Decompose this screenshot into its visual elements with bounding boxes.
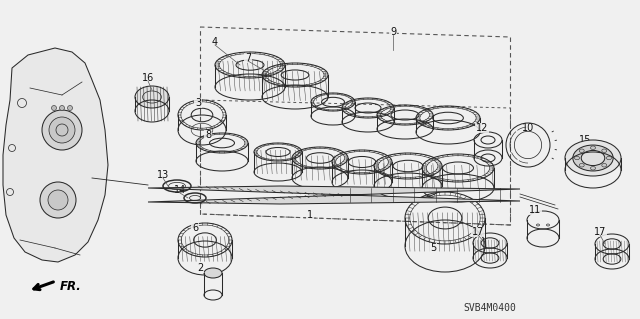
- Text: 13: 13: [157, 170, 169, 180]
- Text: 7: 7: [245, 53, 251, 63]
- Ellipse shape: [204, 268, 222, 278]
- Ellipse shape: [60, 106, 65, 110]
- Ellipse shape: [40, 182, 76, 218]
- Text: 6: 6: [192, 223, 198, 233]
- Text: FR.: FR.: [60, 279, 82, 293]
- Ellipse shape: [42, 110, 82, 150]
- Ellipse shape: [67, 106, 72, 110]
- Text: 12: 12: [476, 123, 488, 133]
- Text: SVB4M0400: SVB4M0400: [463, 303, 516, 313]
- Text: 4: 4: [212, 37, 218, 47]
- Text: 17: 17: [594, 227, 606, 237]
- Ellipse shape: [581, 151, 605, 166]
- Ellipse shape: [135, 86, 169, 108]
- Text: 1: 1: [307, 210, 313, 220]
- Text: 5: 5: [430, 243, 436, 253]
- Ellipse shape: [591, 146, 595, 150]
- Ellipse shape: [579, 164, 584, 167]
- Polygon shape: [148, 186, 520, 204]
- Ellipse shape: [575, 156, 580, 160]
- Text: 9: 9: [390, 27, 396, 37]
- Text: 8: 8: [205, 130, 211, 140]
- Text: 11: 11: [529, 205, 541, 215]
- Text: 14: 14: [174, 185, 186, 195]
- Ellipse shape: [48, 190, 68, 210]
- Ellipse shape: [602, 149, 607, 152]
- Ellipse shape: [591, 167, 595, 170]
- Ellipse shape: [49, 117, 75, 143]
- Ellipse shape: [51, 106, 56, 110]
- Text: 2: 2: [197, 263, 203, 273]
- Text: 17: 17: [472, 227, 484, 237]
- Text: 16: 16: [142, 73, 154, 83]
- Ellipse shape: [579, 149, 584, 152]
- Text: 10: 10: [522, 123, 534, 133]
- Polygon shape: [3, 48, 108, 262]
- Ellipse shape: [602, 164, 607, 167]
- Text: 15: 15: [579, 135, 591, 145]
- Ellipse shape: [607, 156, 611, 160]
- Ellipse shape: [573, 145, 613, 171]
- Ellipse shape: [565, 140, 621, 176]
- Text: 3: 3: [195, 98, 201, 108]
